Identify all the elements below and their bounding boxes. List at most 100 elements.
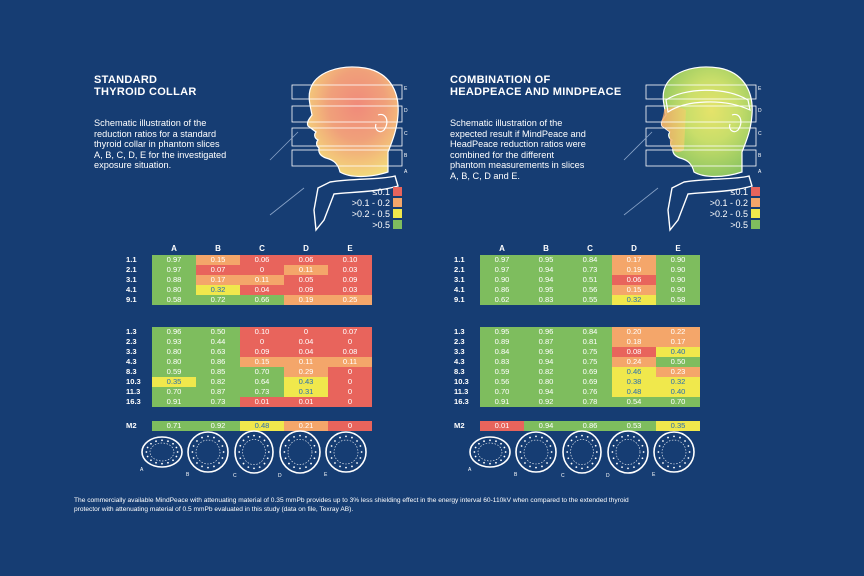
dosimeter-point	[266, 457, 269, 460]
table-row: 16.3 0.91 0.73 0.01 0.01 0	[126, 397, 372, 407]
dosimeter-point	[662, 462, 664, 464]
dosimeter-point	[310, 439, 312, 442]
cell-value: 0.73	[254, 387, 270, 396]
legend-swatch	[393, 209, 402, 218]
cell-value: 0.63	[210, 347, 226, 356]
cell-value: 0.90	[670, 255, 686, 264]
dosimeter-point	[687, 457, 690, 459]
head-illustration-combination: E D C B A	[623, 66, 762, 232]
row-label: 4.1	[454, 285, 465, 294]
row-label: 1.1	[454, 255, 465, 264]
table-cell: 0.96	[524, 327, 568, 337]
legend-swatch	[751, 198, 760, 207]
legend-swatch	[393, 220, 402, 229]
legend-label: ≤0.1	[372, 186, 390, 197]
dosimeter-point	[667, 436, 669, 439]
phantom-slice: D	[278, 430, 321, 479]
dosimeter-point	[679, 436, 681, 439]
table-cell: 0.70	[480, 387, 524, 397]
dosimeter-point	[657, 451, 660, 453]
cell-value: 0.95	[538, 285, 554, 294]
cell-value: 0.29	[298, 367, 314, 376]
table-cell: 0.80	[152, 347, 196, 357]
cell-value: 0.94	[538, 275, 554, 284]
dosimeter-point	[213, 465, 215, 468]
table-row: 3.3 0.80 0.63 0.09 0.04 0.08	[126, 347, 372, 357]
row-label: 9.1	[126, 295, 137, 304]
dosimeter-point	[266, 444, 269, 447]
cell-value: 0.80	[538, 377, 554, 386]
table-cell: 0.97	[480, 255, 524, 265]
legend-item: >0.1 - 0.2	[678, 197, 760, 208]
table-cell: 0.89	[480, 337, 524, 347]
slice-lines	[291, 84, 403, 167]
desc-line: thyroid collar in phantom slices	[94, 139, 220, 149]
dosimeter-point	[594, 457, 597, 460]
column-header: C	[259, 244, 265, 253]
cell-value: 0.70	[670, 397, 686, 406]
desc-line: Schematic illustration of the	[94, 118, 207, 128]
dosimeter-point	[299, 467, 301, 470]
table-cell: 0.92	[524, 397, 568, 407]
dosimeter-point	[207, 435, 209, 438]
legend-label: >0.1 - 0.2	[351, 197, 390, 208]
row-label: M2	[454, 421, 465, 430]
table-cell: 0.04	[284, 337, 328, 347]
dosimeter-point	[611, 451, 614, 453]
table-cell: 0.97	[152, 255, 196, 265]
table-cell: 0.15	[240, 357, 284, 367]
dosimeter-point	[638, 439, 640, 442]
slice-label: B	[404, 153, 408, 159]
table-cell: 0.15	[612, 285, 656, 295]
cell-value: 0.15	[626, 285, 642, 294]
dosimeter-point	[495, 461, 497, 464]
table-cell: 0.70	[656, 397, 700, 407]
cell-value: 0.38	[626, 377, 642, 386]
dosimeter-point	[239, 457, 242, 460]
cell-value: 0.10	[254, 327, 270, 336]
legend-label: >0.2 - 0.5	[351, 208, 390, 219]
table-cell: 0.11	[284, 357, 328, 367]
table-row: 4.3 0.80 0.86 0.15 0.11 0.11	[126, 357, 372, 367]
dosimeter-point	[535, 435, 537, 438]
cell-value: 0.76	[582, 387, 598, 396]
slice-label: D	[758, 108, 762, 114]
row-label: 8.3	[126, 367, 137, 376]
cell-value: 0.11	[254, 275, 270, 284]
dosimeter-point	[546, 440, 548, 442]
column-header: D	[303, 244, 309, 253]
table-row: 8.3 0.59 0.85 0.70 0.29 0	[126, 367, 372, 377]
beam-arrow	[623, 187, 659, 216]
table-row: 2.3 0.89 0.87 0.81 0.18 0.17	[454, 337, 700, 347]
cell-value: 0.56	[582, 285, 598, 294]
dosimeter-point	[263, 462, 266, 465]
legend-label: ≤0.1	[730, 186, 748, 197]
table-cell: 0.86	[480, 285, 524, 295]
slice-letter: E	[652, 472, 656, 478]
slice-outline	[562, 430, 602, 474]
table-cell: 0.46	[612, 367, 656, 377]
phantom-slice: C	[233, 430, 274, 479]
table-cell: 0.95	[480, 327, 524, 337]
cell-value: 0.97	[166, 265, 182, 274]
cell-value: 0.19	[626, 265, 642, 274]
table-row: 2.1 0.97 0.07 0 0.11 0.03	[126, 265, 372, 275]
dosimeter-point	[345, 435, 347, 438]
cell-value: 0.97	[494, 255, 510, 264]
dosimeter-point	[314, 451, 317, 453]
reduction-table-right: A B C D E 1.1 0.97 0.95 0.84 0.17 0.90 2.1 0.97 0.94 0…	[454, 244, 704, 431]
table-cell: 0	[328, 397, 372, 407]
table-cell: 0.03	[328, 265, 372, 275]
legend-swatch	[393, 198, 402, 207]
dosimeter-point	[192, 457, 195, 459]
phantom-slices-left: A B C D E	[140, 430, 367, 479]
cell-value: 0	[259, 265, 265, 274]
row-label: 3.1	[454, 275, 465, 284]
dosimeter-point	[293, 435, 295, 438]
dosimeter-point	[167, 440, 169, 443]
table-cell: 0.95	[524, 255, 568, 265]
cell-value: 0.80	[166, 357, 182, 366]
cell-value: 0.48	[254, 421, 270, 430]
dosimeter-point	[503, 446, 506, 449]
dosimeter-point	[673, 466, 675, 469]
